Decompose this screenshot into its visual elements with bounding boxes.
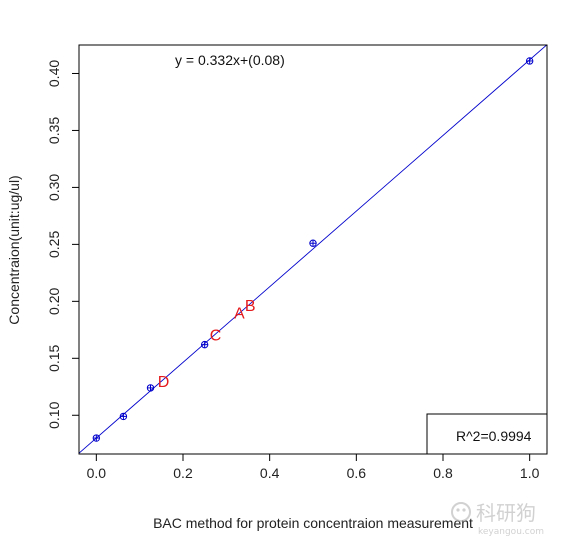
x-tick-label: 0.8 (433, 465, 453, 481)
ticks-layer: 0.0 0.2 0.4 0.6 0.8 1.0 0.10 0.15 0.20 0.25 0.30 0.… (46, 60, 540, 481)
y-axis-title: Concentraion(unit:ug/ul) (6, 175, 22, 324)
data-point (309, 239, 317, 247)
plot-frame (78, 44, 548, 455)
data-point (119, 412, 128, 421)
y-tick-label: 0.15 (46, 344, 62, 371)
svg-text:科研狗: 科研狗 (476, 501, 536, 525)
data-point (525, 57, 534, 65)
r-squared-annotation: R^2=0.9994 (456, 428, 532, 444)
x-tick-label: 0.4 (260, 465, 280, 481)
point-label-b: B (245, 298, 256, 315)
y-tick-label: 0.10 (46, 401, 62, 428)
y-tick-label: 0.25 (46, 231, 62, 258)
y-tick-label: 0.35 (46, 117, 62, 144)
x-tick-label: 0.0 (87, 465, 107, 481)
svg-text:keyangou.com: keyangou.com (478, 527, 544, 537)
y-tick-label: 0.40 (46, 60, 62, 87)
x-axis-title: BAC method for protein concentraion meas… (153, 515, 473, 531)
point-label-c: C (210, 327, 222, 344)
data-point (200, 340, 209, 349)
marks-layer: A B C D (79, 45, 547, 454)
x-tick-label: 1.0 (520, 465, 540, 481)
point-label-d: D (158, 374, 170, 391)
fit-line (79, 45, 547, 454)
x-tick-label: 0.6 (347, 465, 367, 481)
x-tick-label: 0.2 (173, 465, 193, 481)
data-point (146, 384, 155, 392)
y-tick-label: 0.30 (46, 174, 62, 201)
data-point (92, 434, 101, 442)
watermark-logo: 科研狗 keyangou.com (451, 501, 544, 537)
point-label-a: A (234, 306, 245, 323)
y-tick-label: 0.20 (46, 288, 62, 315)
r-squared-box (426, 413, 548, 455)
equation-annotation: y = 0.332x+(0.08) (175, 52, 285, 68)
